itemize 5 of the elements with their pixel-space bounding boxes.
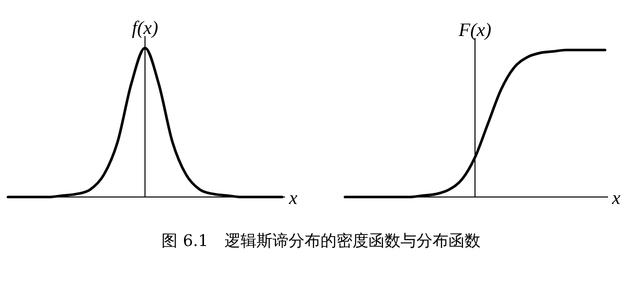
y-axis-title: F(x) [458, 20, 492, 41]
x-axis-title: x [288, 188, 298, 209]
x-axis-title: x [611, 188, 621, 209]
caption: 图 6.1 逻辑斯谛分布的密度函数与分布函数 [162, 231, 480, 250]
y-axis-title: f(x) [132, 18, 158, 39]
